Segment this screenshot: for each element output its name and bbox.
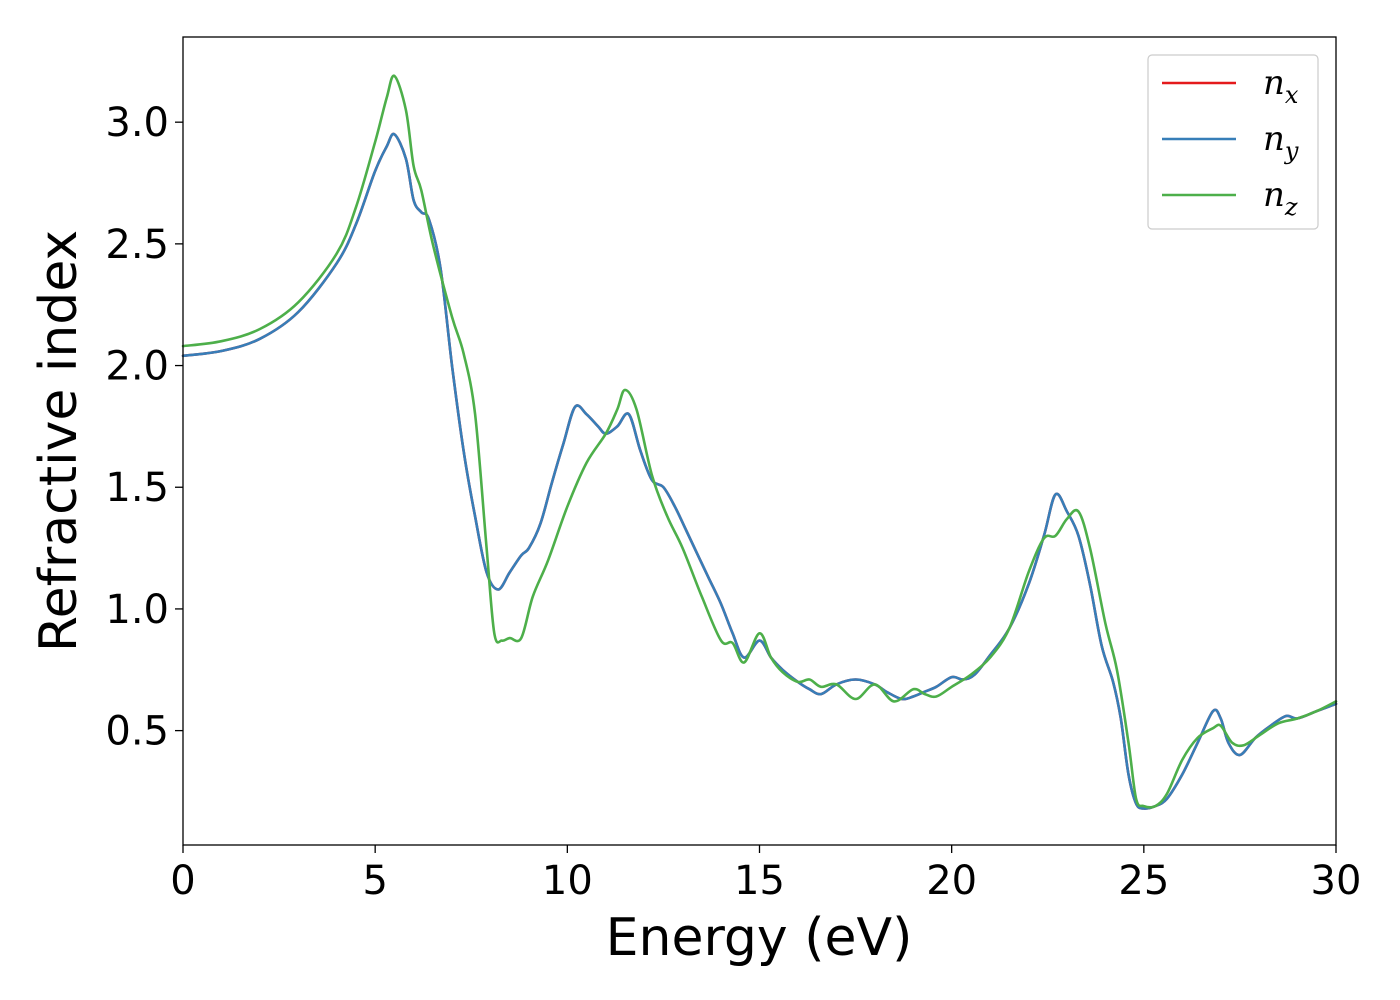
series-layer — [181, 74, 1338, 810]
legend-label-y: ny — [1263, 119, 1299, 165]
x-tick-label: 5 — [362, 858, 387, 904]
legend-label-base: n — [1263, 63, 1285, 103]
y-axis-title: Refractive index — [29, 230, 89, 652]
x-tick-label: 10 — [542, 858, 593, 904]
x-tick-label: 15 — [734, 858, 785, 904]
x-axis-title: Energy (eV) — [606, 908, 913, 968]
legend-label-x: nx — [1263, 63, 1299, 109]
x-tick-label: 30 — [1311, 858, 1362, 904]
series-line-z — [181, 74, 1338, 809]
x-tick-label: 0 — [170, 858, 195, 904]
y-tick-label: 2.0 — [105, 344, 169, 390]
y-tick-label: 2.5 — [105, 222, 169, 268]
legend-box — [1147, 54, 1319, 230]
legend-label-base: n — [1263, 119, 1285, 159]
legend-label-subscript: z — [1284, 193, 1298, 221]
y-tick-label: 1.5 — [105, 465, 169, 511]
y-tick-label: 0.5 — [105, 709, 169, 755]
legend-label-subscript: x — [1285, 81, 1299, 109]
x-axis: 0 5 10 15 20 25 30 — [170, 845, 1361, 904]
y-tick-label: 1.0 — [105, 587, 169, 633]
legend-label-subscript: y — [1284, 137, 1299, 165]
y-axis: 0.5 1.0 1.5 2.0 2.5 3.0 — [105, 100, 183, 755]
legend-label-z: nz — [1263, 175, 1298, 221]
y-tick-label: 3.0 — [105, 100, 169, 146]
x-tick-label: 20 — [926, 858, 977, 904]
x-tick-label: 25 — [1118, 858, 1169, 904]
legend-label-base: n — [1263, 175, 1285, 215]
